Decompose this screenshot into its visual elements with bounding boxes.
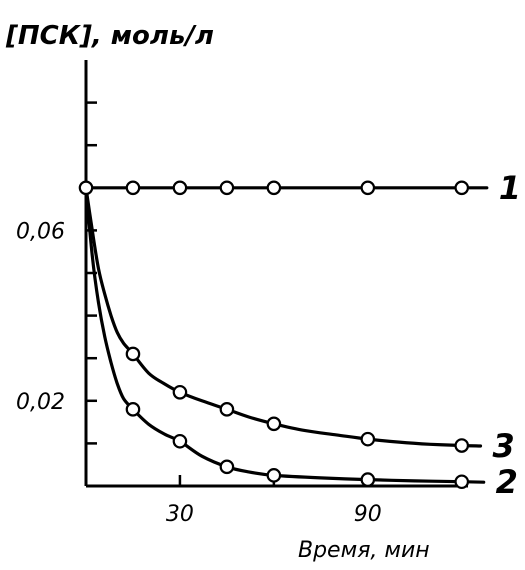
data-point-series-1 bbox=[454, 180, 470, 196]
data-point-series-3 bbox=[125, 346, 141, 362]
data-point-series-2 bbox=[125, 402, 141, 417]
data-point-series-3 bbox=[454, 438, 470, 453]
data-point-series-3 bbox=[219, 402, 235, 417]
data-point-series-3 bbox=[172, 384, 188, 400]
series-label-3: 3 bbox=[493, 427, 515, 465]
data-point-series-1 bbox=[172, 180, 188, 196]
series-label-1: 1 bbox=[499, 169, 521, 207]
data-point-series-3 bbox=[266, 416, 282, 432]
series-label-2: 2 bbox=[496, 463, 518, 501]
y-tick-label: 0,06 bbox=[16, 219, 65, 244]
data-point-series-1 bbox=[219, 180, 235, 196]
curves bbox=[84, 186, 489, 484]
series-line-2 bbox=[84, 186, 486, 484]
x-axis-label: Время, мин bbox=[298, 538, 430, 563]
data-point-series-2 bbox=[172, 433, 188, 449]
data-point-series-1 bbox=[266, 180, 282, 196]
markers bbox=[78, 180, 470, 490]
y-axis-label: [ПСК], моль/л bbox=[5, 21, 214, 51]
data-point-series-2 bbox=[266, 468, 282, 483]
x-tick-label: 30 bbox=[166, 502, 194, 527]
data-point-series-3 bbox=[360, 431, 376, 447]
series-line-3 bbox=[84, 186, 483, 448]
data-point-series-2 bbox=[360, 472, 376, 487]
x-tick-label: 90 bbox=[354, 502, 382, 527]
labels: [ПСК], моль/л Время, мин 0,02 0,06 30 90 1 32 bbox=[5, 21, 521, 563]
data-point-series-2 bbox=[454, 474, 470, 490]
data-point-series-1 bbox=[360, 180, 376, 196]
data-point-series-2 bbox=[219, 459, 235, 475]
y-tick-label: 0,02 bbox=[16, 390, 65, 415]
data-point-series-1 bbox=[78, 180, 94, 196]
data-point-series-1 bbox=[125, 180, 141, 196]
